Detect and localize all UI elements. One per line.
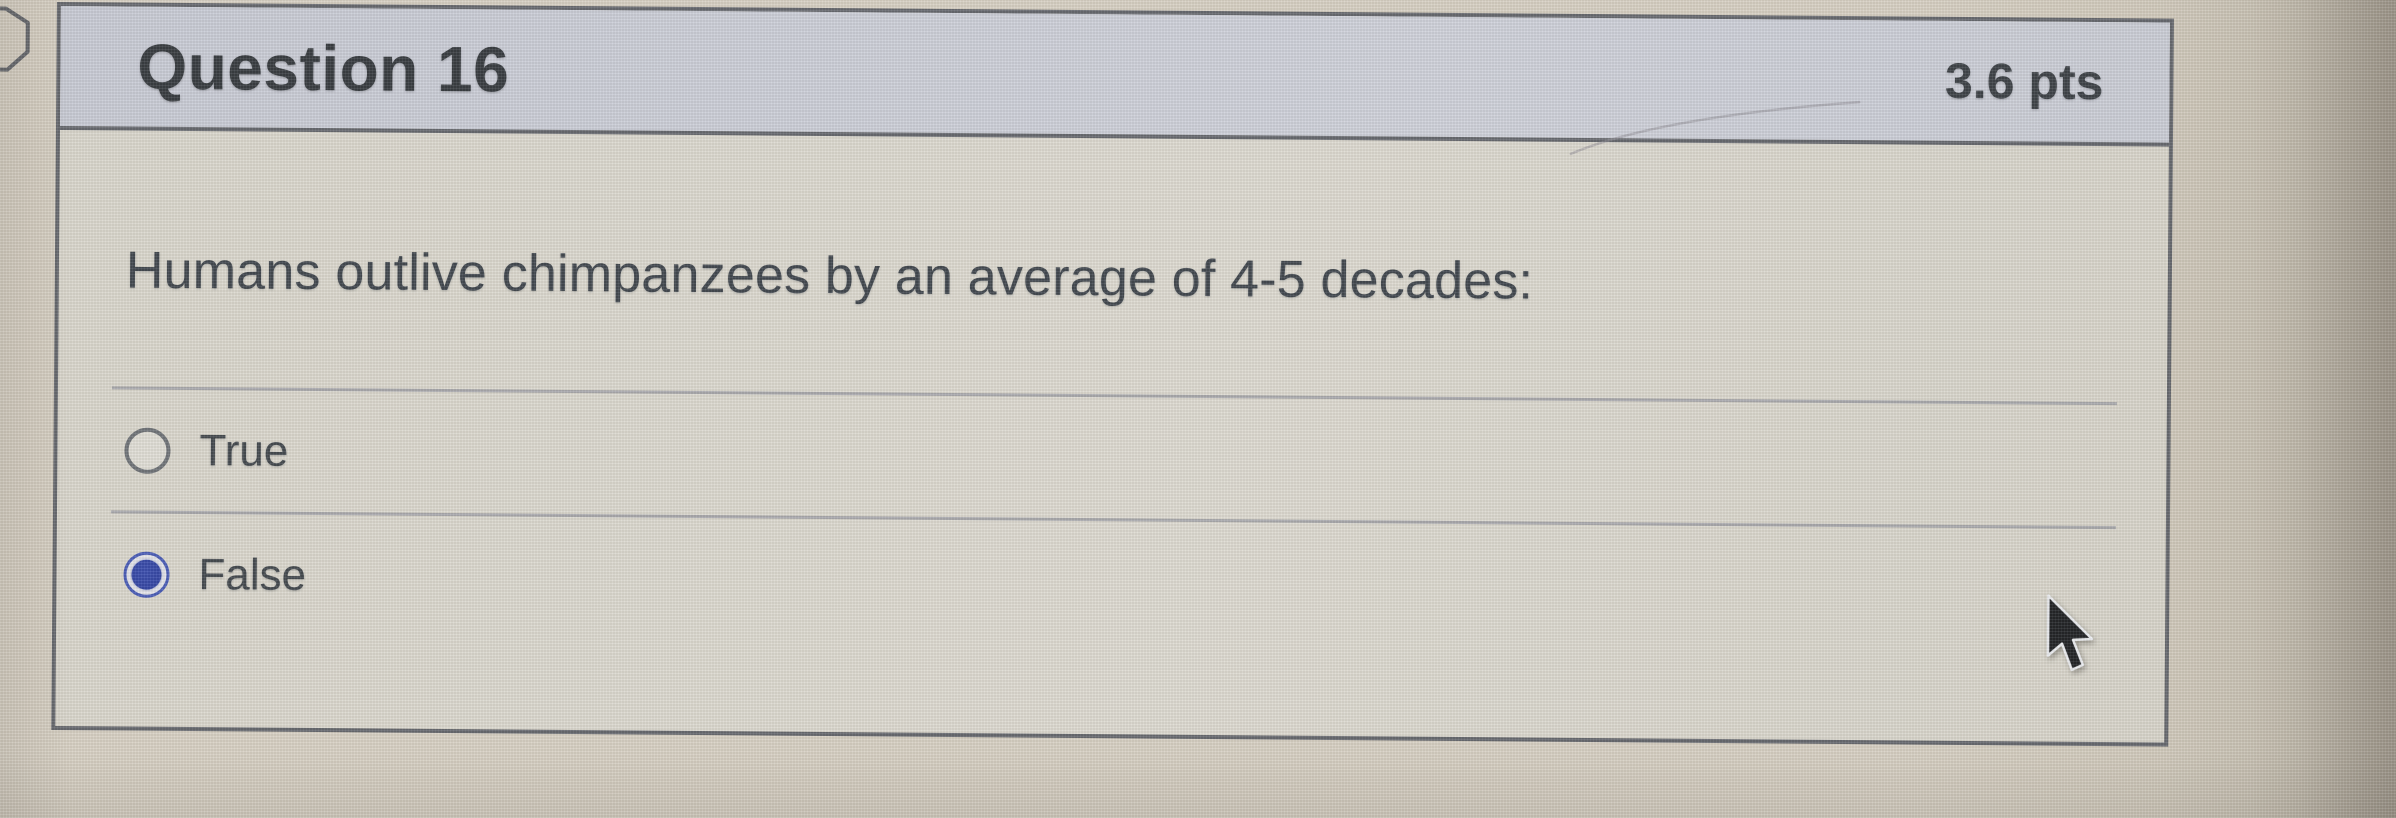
partial-badge-icon xyxy=(0,6,30,72)
answer-label-false[interactable]: False xyxy=(198,549,307,600)
radio-false[interactable] xyxy=(123,551,170,598)
answer-label-true[interactable]: True xyxy=(199,425,289,476)
screen-scratch-artifact xyxy=(1569,100,1861,156)
answer-row-true[interactable]: True xyxy=(124,390,2117,527)
question-panel: Question 16 3.6 pts Humans outlive chimp… xyxy=(51,1,2174,747)
question-points: 3.6 pts xyxy=(1944,52,2104,111)
question-header: Question 16 3.6 pts xyxy=(59,6,2170,156)
question-body: Humans outlive chimpanzees by an average… xyxy=(56,240,2168,651)
arrow-cursor-icon xyxy=(2046,594,2094,672)
question-text: Humans outlive chimpanzees by an average… xyxy=(125,241,1534,311)
question-title: Question 16 xyxy=(137,30,510,106)
answer-row-false[interactable]: False xyxy=(123,514,2116,651)
radio-true[interactable] xyxy=(124,427,171,474)
